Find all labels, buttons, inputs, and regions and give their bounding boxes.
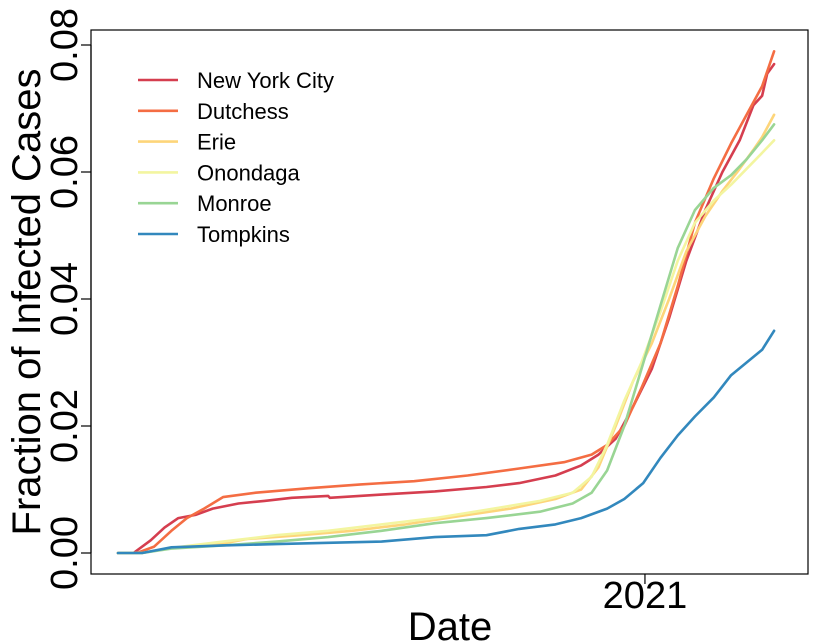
y-axis-label: Fraction of Infected Cases xyxy=(5,69,49,536)
legend: New York City Dutchess Erie Onondaga Monroe T… xyxy=(138,68,334,247)
series-line-tompkins xyxy=(116,329,776,555)
x-axis-label: Date xyxy=(408,605,493,642)
y-tick-label: 0.02 xyxy=(44,389,86,463)
legend-label: Monroe xyxy=(197,191,272,216)
series-line-new-york-city xyxy=(116,62,776,555)
legend-label: New York City xyxy=(197,68,334,93)
x-tick-label: 2021 xyxy=(603,575,688,617)
legend-label: Erie xyxy=(197,130,236,155)
legend-label: Onondaga xyxy=(197,160,301,185)
y-tick-label: 0.00 xyxy=(44,516,86,590)
series-line-monroe xyxy=(116,123,776,555)
series-line-onondaga xyxy=(116,139,776,555)
x-axis: 2021 xyxy=(603,574,688,617)
series-layer xyxy=(116,50,776,555)
y-axis: 0.00 0.02 0.04 0.06 0.08 xyxy=(44,8,92,590)
y-tick-label: 0.08 xyxy=(44,8,86,82)
y-tick-label: 0.06 xyxy=(44,135,86,209)
legend-label: Tompkins xyxy=(197,222,290,247)
y-tick-label: 0.04 xyxy=(44,262,86,336)
legend-label: Dutchess xyxy=(197,99,289,124)
series-line-dutchess xyxy=(116,50,776,555)
